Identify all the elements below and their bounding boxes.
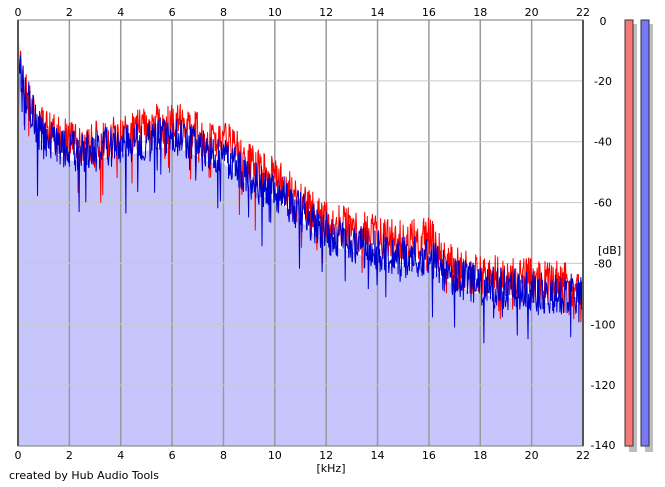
y-tick--60: -60: [594, 197, 612, 210]
y-tick--20: -20: [594, 75, 612, 88]
x-tick-top-2: 2: [66, 6, 73, 19]
x-tick-top-16: 16: [422, 6, 436, 19]
credit-text: created by Hub Audio Tools: [9, 469, 159, 482]
y-tick--40: -40: [594, 136, 612, 149]
x-tick-top-8: 8: [220, 6, 227, 19]
x-tick-top-22: 22: [576, 6, 590, 19]
x-tick-top-4: 4: [117, 6, 124, 19]
x-axis-top: 0 2 4 6 8 10 12 14 16 18 20 22: [15, 6, 591, 19]
y-tick--80: -80: [594, 257, 612, 270]
x-tick-bottom-6: 6: [169, 449, 176, 462]
x-tick-top-20: 20: [525, 6, 539, 19]
x-tick-top-18: 18: [473, 6, 487, 19]
x-tick-bottom-2: 2: [66, 449, 73, 462]
x-tick-bottom-18: 18: [473, 449, 487, 462]
x-tick-bottom-4: 4: [117, 449, 124, 462]
y-axis-label: [dB]: [598, 244, 621, 257]
x-tick-bottom-8: 8: [220, 449, 227, 462]
x-tick-top-10: 10: [268, 6, 282, 19]
y-tick--120: -120: [591, 379, 616, 392]
x-tick-bottom-12: 12: [319, 449, 333, 462]
x-axis-label: [kHz]: [317, 462, 346, 475]
spectrum-fill: [18, 71, 583, 446]
x-tick-top-6: 6: [169, 6, 176, 19]
level-meters: [624, 19, 653, 452]
series-lines: [17, 41, 584, 344]
x-tick-bottom-0: 0: [15, 449, 22, 462]
x-tick-bottom-10: 10: [268, 449, 282, 462]
x-tick-top-0: 0: [15, 6, 22, 19]
level-meter-1: [624, 19, 634, 447]
y-tick-0: 0: [600, 15, 607, 28]
x-tick-bottom-22: 22: [576, 449, 590, 462]
x-tick-top-12: 12: [319, 6, 333, 19]
x-tick-bottom-16: 16: [422, 449, 436, 462]
spectrum-fill-area: [18, 71, 583, 446]
plot-frame: [17, 19, 584, 447]
x-tick-bottom-14: 14: [371, 449, 385, 462]
y-axis: 0 -20 -40 -60 -80 -100 -120 -140: [591, 15, 616, 452]
y-tick--100: -100: [591, 318, 616, 331]
level-meter-2: [640, 19, 650, 447]
y-tick--140: -140: [591, 439, 616, 452]
x-tick-bottom-20: 20: [525, 449, 539, 462]
x-axis-bottom: 0 2 4 6 8 10 12 14 16 18 20 22: [15, 449, 591, 462]
series-line-blue: [17, 47, 584, 344]
x-tick-top-14: 14: [371, 6, 385, 19]
